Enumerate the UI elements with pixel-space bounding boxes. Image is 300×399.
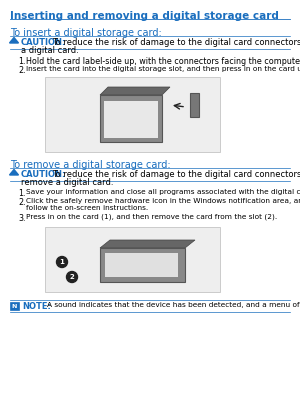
Text: Insert the card into the digital storage slot, and then press in on the card unt: Insert the card into the digital storage… bbox=[26, 66, 300, 72]
Text: 3.: 3. bbox=[18, 214, 26, 223]
Text: A sound indicates that the device has been detected, and a menu of options displ: A sound indicates that the device has be… bbox=[47, 302, 300, 308]
Text: remove a digital card.: remove a digital card. bbox=[21, 178, 113, 187]
Text: To insert a digital storage card:: To insert a digital storage card: bbox=[10, 28, 162, 38]
Polygon shape bbox=[10, 170, 19, 175]
Text: To remove a digital storage card:: To remove a digital storage card: bbox=[10, 160, 171, 170]
FancyBboxPatch shape bbox=[105, 253, 178, 277]
Text: 2: 2 bbox=[70, 274, 74, 280]
FancyBboxPatch shape bbox=[45, 227, 220, 292]
Text: N: N bbox=[12, 304, 17, 308]
Text: 2.: 2. bbox=[18, 66, 26, 75]
Circle shape bbox=[56, 257, 68, 267]
FancyBboxPatch shape bbox=[100, 95, 162, 142]
Text: 1.: 1. bbox=[18, 57, 26, 66]
Text: To reduce the risk of damage to the digital card connectors, use minimal force t: To reduce the risk of damage to the digi… bbox=[52, 170, 300, 179]
Text: To reduce the risk of damage to the digital card connectors, use minimal force t: To reduce the risk of damage to the digi… bbox=[52, 38, 300, 47]
Text: 1.: 1. bbox=[18, 189, 26, 198]
FancyBboxPatch shape bbox=[104, 101, 158, 138]
Polygon shape bbox=[100, 240, 195, 248]
Text: 1: 1 bbox=[60, 259, 64, 265]
Text: CAUTION:: CAUTION: bbox=[21, 170, 66, 179]
FancyBboxPatch shape bbox=[10, 302, 19, 310]
Text: follow the on-screen instructions.: follow the on-screen instructions. bbox=[26, 205, 148, 211]
Text: NOTE:: NOTE: bbox=[22, 302, 51, 311]
FancyBboxPatch shape bbox=[190, 93, 199, 117]
Circle shape bbox=[67, 271, 77, 282]
Polygon shape bbox=[100, 87, 170, 95]
FancyBboxPatch shape bbox=[45, 77, 220, 152]
Text: CAUTION:: CAUTION: bbox=[21, 38, 66, 47]
Text: a digital card.: a digital card. bbox=[21, 46, 79, 55]
Text: Inserting and removing a digital storage card: Inserting and removing a digital storage… bbox=[10, 11, 279, 21]
Text: Hold the card label-side up, with the connectors facing the computer.: Hold the card label-side up, with the co… bbox=[26, 57, 300, 66]
FancyBboxPatch shape bbox=[100, 248, 185, 282]
Polygon shape bbox=[10, 38, 19, 43]
Text: Save your information and close all programs associated with the digital card.: Save your information and close all prog… bbox=[26, 189, 300, 195]
Text: Press in on the card (1), and then remove the card from the slot (2).: Press in on the card (1), and then remov… bbox=[26, 214, 277, 221]
Text: 2.: 2. bbox=[18, 198, 26, 207]
Text: Click the safely remove hardware icon in the Windows notification area, and then: Click the safely remove hardware icon in… bbox=[26, 198, 300, 204]
